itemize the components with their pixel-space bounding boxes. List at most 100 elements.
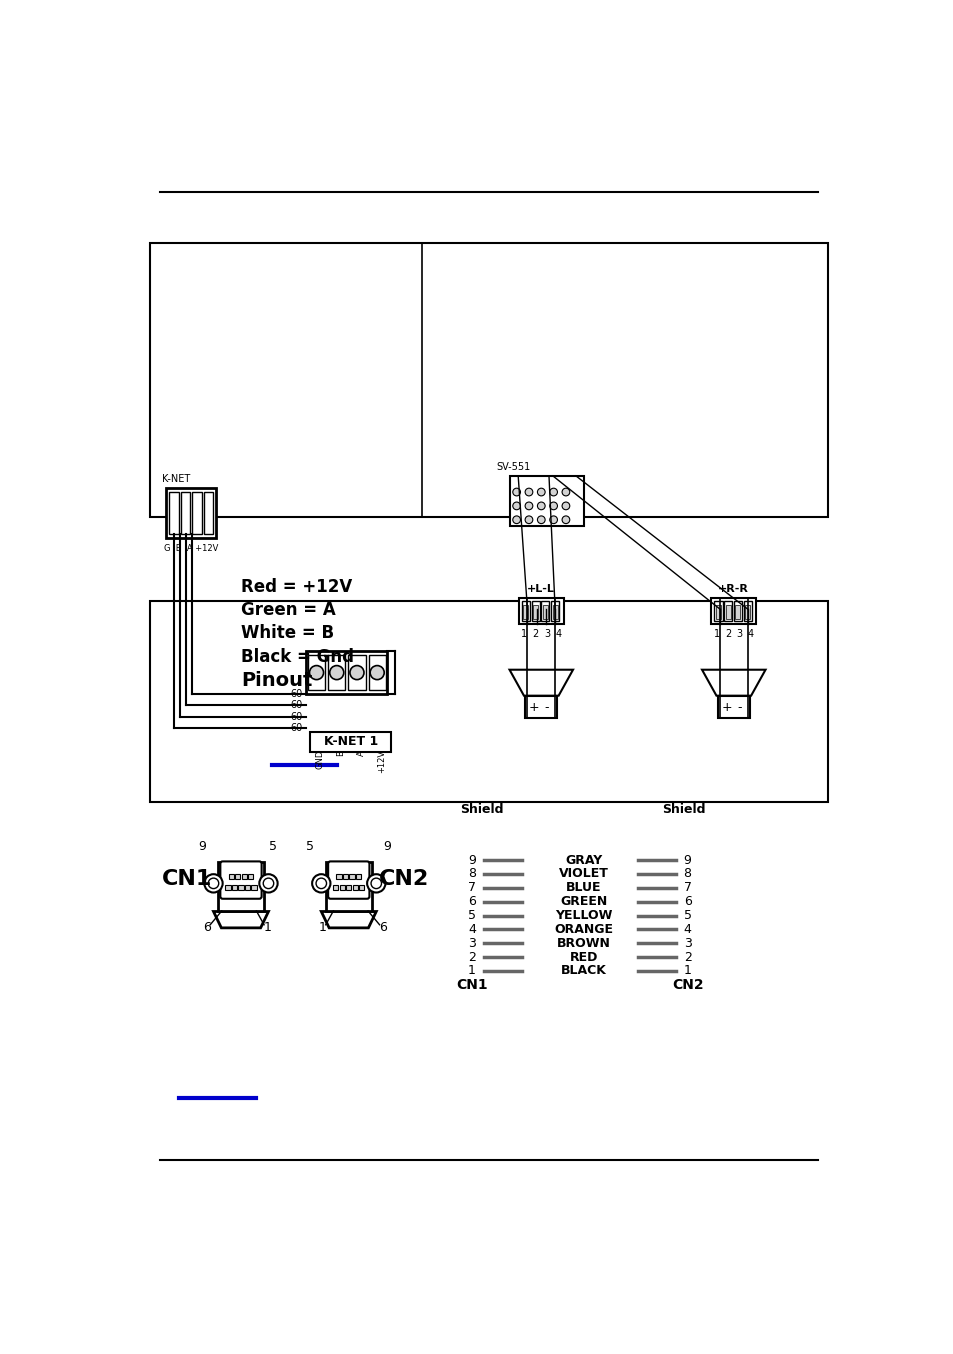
Text: 3: 3 (468, 937, 476, 949)
Text: 9: 9 (198, 839, 206, 853)
Text: +: + (720, 701, 731, 714)
Text: White = B: White = B (241, 624, 334, 643)
Text: Shield: Shield (661, 803, 705, 815)
Text: 9: 9 (683, 853, 691, 867)
Text: BROWN: BROWN (557, 937, 610, 949)
Text: 9: 9 (383, 839, 391, 853)
Circle shape (524, 489, 533, 496)
Circle shape (549, 502, 557, 509)
Text: K-NET 1: K-NET 1 (323, 735, 377, 749)
Bar (310, 733, 391, 751)
Bar (540, 601, 549, 621)
Text: -: - (544, 701, 549, 714)
Text: 5: 5 (468, 909, 476, 922)
Bar (531, 601, 539, 621)
Circle shape (259, 875, 277, 892)
Text: 1: 1 (318, 921, 326, 934)
Circle shape (549, 489, 557, 496)
Bar (181, 492, 190, 535)
Bar (711, 598, 756, 624)
Bar (238, 884, 243, 890)
Text: 8: 8 (683, 868, 691, 880)
Text: 9: 9 (468, 853, 476, 867)
Bar (234, 875, 240, 880)
Bar (524, 696, 557, 718)
Circle shape (537, 489, 544, 496)
Bar (229, 875, 233, 880)
Bar (333, 884, 338, 890)
Bar (241, 875, 247, 880)
Text: 6: 6 (378, 921, 386, 934)
Text: CN1: CN1 (456, 978, 487, 992)
Text: 1: 1 (263, 921, 271, 934)
Circle shape (315, 879, 326, 888)
Text: CN1: CN1 (162, 868, 213, 888)
Circle shape (513, 502, 520, 509)
Text: 4: 4 (555, 628, 560, 639)
Text: 60: 60 (290, 700, 302, 711)
Bar (339, 884, 344, 890)
Text: B: B (335, 750, 344, 756)
Bar (533, 605, 537, 619)
Circle shape (524, 502, 533, 509)
Text: 3: 3 (736, 628, 741, 639)
Bar (715, 605, 720, 619)
Text: 6: 6 (203, 921, 211, 934)
Circle shape (330, 666, 343, 680)
Bar (349, 875, 355, 880)
Text: 6: 6 (683, 895, 691, 909)
Text: BLACK: BLACK (560, 964, 606, 978)
Bar (245, 884, 250, 890)
Text: 7: 7 (468, 881, 476, 895)
Text: 4: 4 (468, 923, 476, 936)
Polygon shape (213, 911, 268, 927)
Bar (368, 655, 385, 691)
Bar (725, 605, 730, 619)
Text: 60: 60 (290, 723, 302, 734)
Text: GND: GND (314, 750, 324, 769)
Bar (355, 875, 361, 880)
Text: 3: 3 (683, 937, 691, 949)
Text: +: + (529, 701, 539, 714)
Text: GREEN: GREEN (559, 895, 607, 909)
Text: RED: RED (569, 951, 598, 964)
Bar (523, 605, 528, 619)
Bar (551, 601, 558, 621)
Bar (308, 655, 325, 691)
Circle shape (537, 516, 544, 524)
Text: YELLOW: YELLOW (555, 909, 612, 922)
Text: VIOLET: VIOLET (558, 868, 608, 880)
Text: 60: 60 (290, 689, 302, 699)
Text: CN2: CN2 (671, 978, 702, 992)
Bar (359, 884, 364, 890)
Text: 7: 7 (683, 881, 691, 895)
Text: +R-R: +R-R (718, 585, 748, 594)
Text: CN2: CN2 (378, 868, 429, 888)
Bar (150, 244, 827, 517)
Polygon shape (701, 670, 764, 696)
Bar (717, 696, 749, 718)
Bar (744, 605, 749, 619)
Bar (326, 862, 372, 911)
Text: GRAY: GRAY (564, 853, 601, 867)
Text: 5: 5 (306, 839, 314, 853)
Bar (735, 605, 740, 619)
Bar (306, 651, 387, 693)
Bar (552, 605, 558, 619)
Text: 1: 1 (520, 628, 527, 639)
Text: K-NET: K-NET (162, 474, 191, 485)
Bar (733, 601, 741, 621)
Bar (510, 475, 583, 525)
Text: 2: 2 (468, 951, 476, 964)
Text: 2: 2 (683, 951, 691, 964)
Text: 3: 3 (543, 628, 549, 639)
Text: 5: 5 (683, 909, 691, 922)
Text: Green = A: Green = A (241, 601, 335, 619)
Circle shape (367, 875, 385, 892)
Bar (521, 601, 530, 621)
Polygon shape (509, 670, 573, 696)
Text: +L-L: +L-L (527, 585, 555, 594)
Circle shape (513, 489, 520, 496)
Bar (714, 601, 721, 621)
Text: BLUE: BLUE (565, 881, 600, 895)
